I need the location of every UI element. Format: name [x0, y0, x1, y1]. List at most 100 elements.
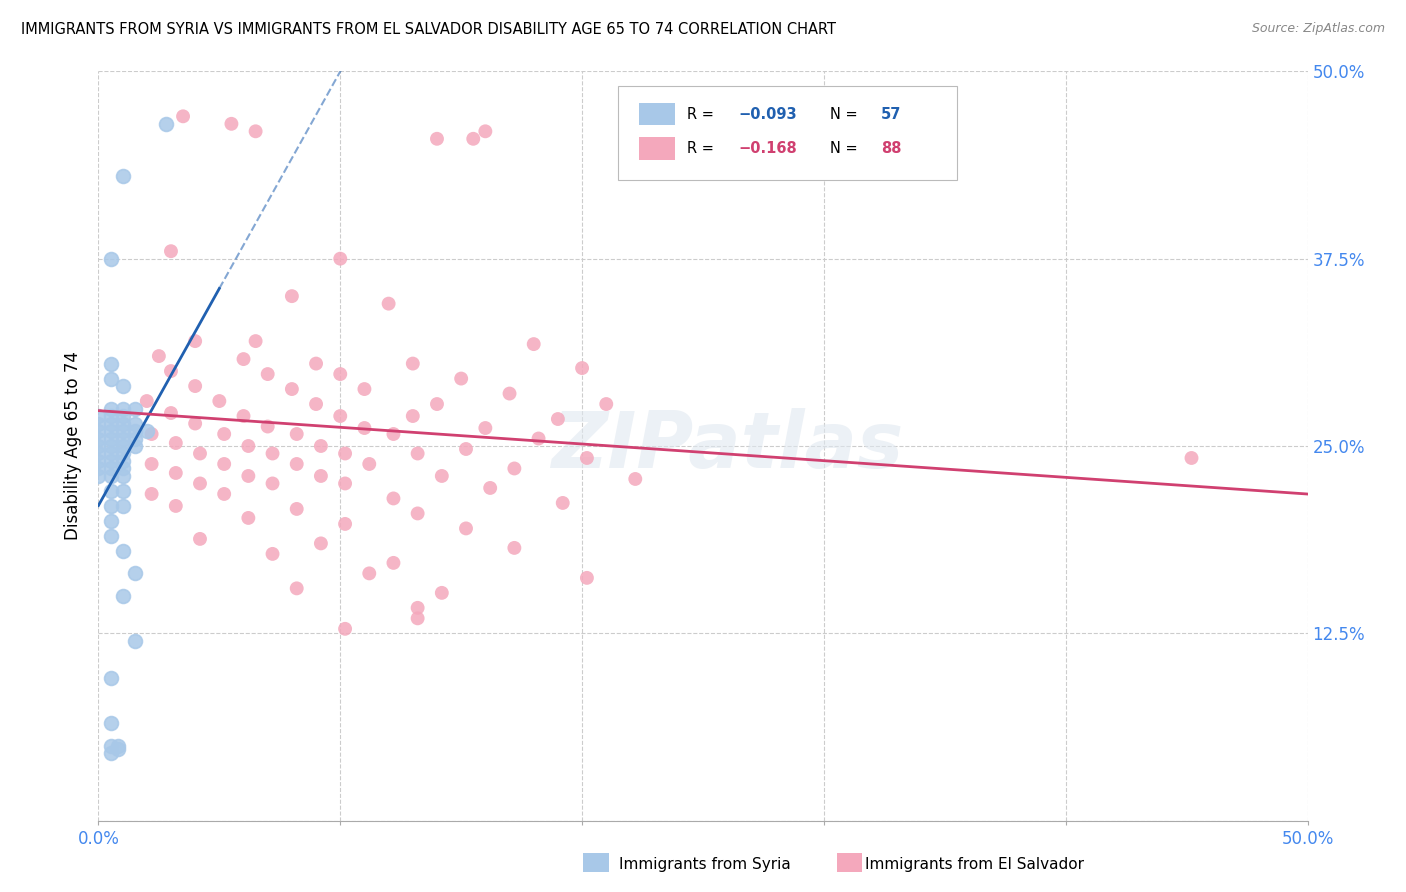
Point	[353, 421, 375, 435]
Point	[124, 439, 146, 453]
Point	[353, 382, 375, 396]
Point	[333, 446, 356, 460]
Point	[87, 424, 110, 438]
Text: ZIPatlas: ZIPatlas	[551, 408, 903, 484]
Point	[309, 439, 332, 453]
Point	[450, 371, 472, 385]
Point	[100, 371, 122, 385]
Point	[245, 124, 267, 138]
Point	[111, 401, 134, 416]
Point	[160, 406, 183, 420]
Point	[100, 432, 122, 446]
Point	[155, 117, 177, 131]
Point	[305, 357, 328, 371]
Point	[256, 367, 278, 381]
Point	[111, 483, 134, 498]
Point	[124, 401, 146, 416]
Point	[100, 716, 122, 731]
Point	[188, 446, 211, 460]
FancyBboxPatch shape	[638, 137, 675, 160]
Point	[523, 337, 546, 351]
Point	[262, 446, 284, 460]
Point	[406, 507, 429, 521]
Point	[430, 586, 453, 600]
Point	[87, 439, 110, 453]
Point	[402, 357, 425, 371]
Point	[107, 739, 129, 753]
Point	[503, 461, 526, 475]
Point	[188, 532, 211, 546]
Point	[87, 469, 110, 483]
Text: Immigrants from El Salvador: Immigrants from El Salvador	[865, 857, 1084, 872]
Point	[100, 417, 122, 431]
Point	[624, 472, 647, 486]
Point	[100, 739, 122, 753]
Text: 57: 57	[880, 106, 901, 121]
Point	[107, 741, 129, 756]
Point	[430, 469, 453, 483]
Point	[87, 461, 110, 475]
Text: R =: R =	[688, 106, 718, 121]
Point	[575, 571, 598, 585]
Point	[571, 361, 593, 376]
Point	[100, 401, 122, 416]
Point	[382, 427, 405, 442]
Point	[100, 483, 122, 498]
Point	[160, 244, 183, 259]
Point	[305, 397, 328, 411]
Point	[124, 432, 146, 446]
Point	[426, 132, 449, 146]
Point	[1180, 450, 1202, 465]
Point	[402, 409, 425, 423]
Point	[262, 476, 284, 491]
Point	[87, 417, 110, 431]
Point	[238, 439, 260, 453]
Point	[188, 476, 211, 491]
Point	[124, 417, 146, 431]
Point	[111, 589, 134, 603]
Point	[426, 397, 449, 411]
Point	[285, 457, 308, 471]
Point	[100, 529, 122, 543]
Point	[309, 536, 332, 550]
Point	[165, 436, 187, 450]
Point	[124, 566, 146, 581]
Point	[232, 409, 254, 423]
Point	[87, 454, 110, 468]
Point	[406, 611, 429, 625]
Point	[100, 454, 122, 468]
Point	[212, 487, 235, 501]
Point	[238, 511, 260, 525]
Point	[124, 424, 146, 438]
Text: 88: 88	[880, 141, 901, 156]
Point	[382, 556, 405, 570]
Point	[479, 481, 502, 495]
Point	[165, 499, 187, 513]
Point	[498, 386, 520, 401]
Point	[165, 466, 187, 480]
Point	[329, 252, 352, 266]
Point	[141, 427, 163, 442]
Point	[87, 409, 110, 423]
Point	[111, 417, 134, 431]
Point	[111, 454, 134, 468]
Point	[124, 633, 146, 648]
Point	[474, 421, 496, 435]
Point	[503, 541, 526, 555]
Point	[100, 409, 122, 423]
Point	[141, 457, 163, 471]
Text: Immigrants from Syria: Immigrants from Syria	[619, 857, 790, 872]
Point	[212, 427, 235, 442]
Point	[87, 432, 110, 446]
Point	[135, 424, 157, 438]
Point	[148, 349, 170, 363]
Point	[160, 364, 183, 378]
Point	[406, 600, 429, 615]
Point	[111, 379, 134, 393]
Point	[551, 496, 574, 510]
Text: R =: R =	[688, 141, 718, 156]
Point	[333, 622, 356, 636]
Point	[221, 117, 243, 131]
Point	[100, 514, 122, 528]
Point	[359, 457, 381, 471]
